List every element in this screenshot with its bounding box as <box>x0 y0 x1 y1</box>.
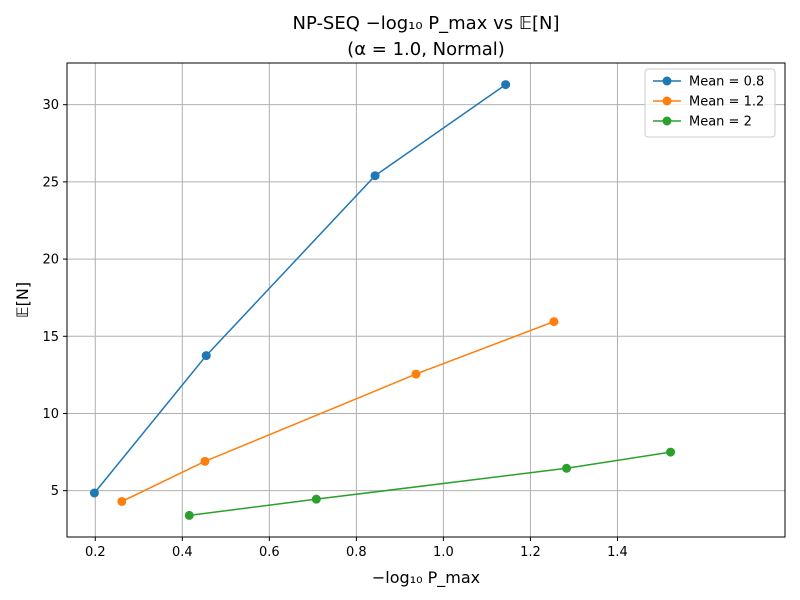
data-point <box>117 496 127 506</box>
data-point <box>184 510 194 520</box>
legend-item: Mean = 1.2 <box>653 95 764 110</box>
data-point <box>666 447 676 457</box>
data-point <box>89 488 99 498</box>
plot-area <box>67 63 785 537</box>
y-tick-label: 10 <box>42 407 59 422</box>
series-1 <box>89 80 511 498</box>
y-tick-label: 20 <box>42 253 59 268</box>
x-tick-label: 0.4 <box>172 545 193 560</box>
y-axis-label: 𝔼[N] <box>13 282 32 318</box>
chart-title-line1: NP-SEQ −log₁₀ P_max vs 𝔼[N] <box>293 13 560 34</box>
chart-title-line2: (α = 1.0, Normal) <box>347 39 505 60</box>
x-tick-label: 1.4 <box>607 545 628 560</box>
ticks: 0.2 0.4 0.6 0.8 1.0 1.2 1.4 5 10 15 20 25 30 <box>42 98 627 560</box>
x-tick-label: 0.8 <box>346 545 367 560</box>
x-tick-label: 1.0 <box>433 545 454 560</box>
x-tick-label: 0.2 <box>85 545 106 560</box>
data-point <box>200 456 210 466</box>
data-point <box>311 494 321 504</box>
series-2 <box>117 317 559 506</box>
legend-item: Mean = 0.8 <box>653 75 764 90</box>
series-line <box>93 84 507 494</box>
plot-frame <box>66 62 786 538</box>
legend: Mean = 0.8 Mean = 1.2 Mean = 2 <box>644 68 776 138</box>
legend-item: Mean = 2 <box>653 115 752 130</box>
x-tick-label: 1.2 <box>520 545 541 560</box>
series-lines <box>89 80 676 520</box>
y-tick-label: 30 <box>42 98 59 113</box>
x-axis-label: −log₁₀ P_max <box>372 568 480 588</box>
y-tick-label: 25 <box>42 175 59 190</box>
legend-swatch-marker <box>662 96 672 106</box>
legend-label: Mean = 0.8 <box>689 75 764 90</box>
legend-label: Mean = 2 <box>689 115 752 130</box>
data-point <box>501 80 511 90</box>
y-tick-label: 5 <box>51 484 59 499</box>
data-point <box>549 317 559 327</box>
data-point <box>201 351 211 361</box>
legend-box <box>644 68 776 138</box>
legend-label: Mean = 1.2 <box>689 95 764 110</box>
series-line <box>189 451 671 517</box>
series-line <box>121 320 555 503</box>
grid <box>67 63 785 537</box>
series-3 <box>184 447 676 520</box>
legend-swatch-marker <box>662 116 672 126</box>
y-tick-label: 15 <box>42 330 59 345</box>
legend-swatch-marker <box>662 76 672 86</box>
data-point <box>562 463 572 473</box>
data-point <box>411 369 421 379</box>
data-point <box>370 171 380 181</box>
x-tick-label: 0.6 <box>259 545 280 560</box>
